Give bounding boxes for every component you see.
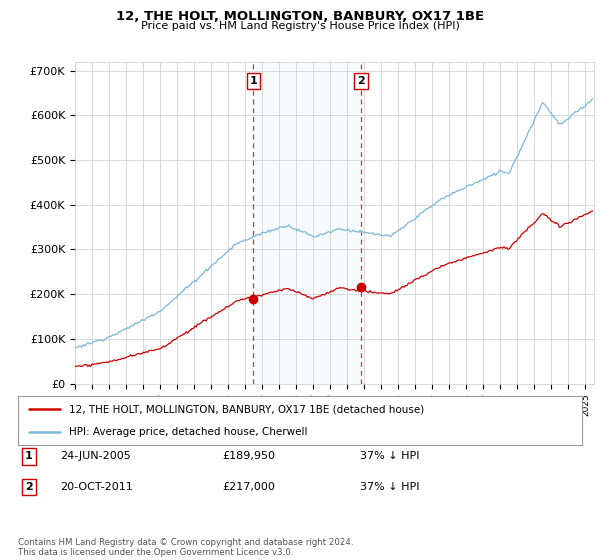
Text: HPI: Average price, detached house, Cherwell: HPI: Average price, detached house, Cher…: [69, 427, 307, 437]
Text: 2: 2: [357, 76, 365, 86]
Text: 12, THE HOLT, MOLLINGTON, BANBURY, OX17 1BE: 12, THE HOLT, MOLLINGTON, BANBURY, OX17 …: [116, 10, 484, 23]
Text: 37% ↓ HPI: 37% ↓ HPI: [360, 482, 419, 492]
Text: 1: 1: [250, 76, 257, 86]
Text: 24-JUN-2005: 24-JUN-2005: [60, 451, 131, 461]
Text: 37% ↓ HPI: 37% ↓ HPI: [360, 451, 419, 461]
Text: 1: 1: [25, 451, 32, 461]
Text: Contains HM Land Registry data © Crown copyright and database right 2024.
This d: Contains HM Land Registry data © Crown c…: [18, 538, 353, 557]
Text: £189,950: £189,950: [222, 451, 275, 461]
Text: 20-OCT-2011: 20-OCT-2011: [60, 482, 133, 492]
Text: £217,000: £217,000: [222, 482, 275, 492]
Bar: [253, 62, 361, 384]
Text: 12, THE HOLT, MOLLINGTON, BANBURY, OX17 1BE (detached house): 12, THE HOLT, MOLLINGTON, BANBURY, OX17 …: [69, 404, 424, 414]
Text: Price paid vs. HM Land Registry's House Price Index (HPI): Price paid vs. HM Land Registry's House …: [140, 21, 460, 31]
Text: 2: 2: [25, 482, 32, 492]
